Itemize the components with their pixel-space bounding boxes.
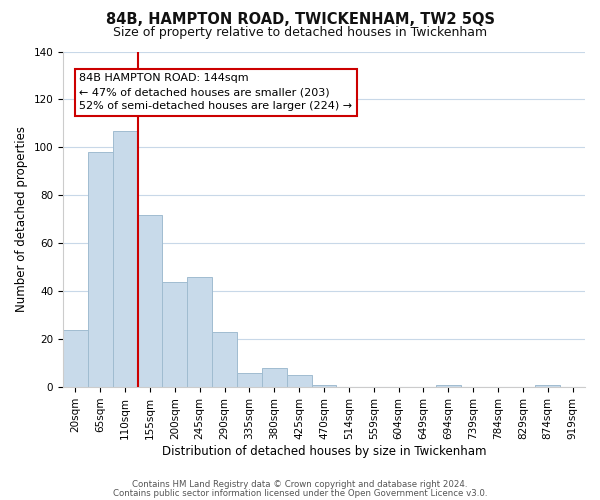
Bar — [262, 368, 287, 387]
Bar — [311, 384, 337, 387]
Text: 84B HAMPTON ROAD: 144sqm
← 47% of detached houses are smaller (203)
52% of semi-: 84B HAMPTON ROAD: 144sqm ← 47% of detach… — [79, 73, 352, 111]
Bar — [137, 214, 163, 387]
Bar — [237, 372, 262, 387]
Text: Contains public sector information licensed under the Open Government Licence v3: Contains public sector information licen… — [113, 488, 487, 498]
Text: 84B, HAMPTON ROAD, TWICKENHAM, TW2 5QS: 84B, HAMPTON ROAD, TWICKENHAM, TW2 5QS — [106, 12, 494, 28]
Text: Size of property relative to detached houses in Twickenham: Size of property relative to detached ho… — [113, 26, 487, 39]
Bar — [187, 277, 212, 387]
Y-axis label: Number of detached properties: Number of detached properties — [15, 126, 28, 312]
X-axis label: Distribution of detached houses by size in Twickenham: Distribution of detached houses by size … — [162, 444, 486, 458]
Bar — [113, 130, 137, 387]
Bar — [287, 375, 311, 387]
Bar — [88, 152, 113, 387]
Bar — [212, 332, 237, 387]
Bar — [535, 384, 560, 387]
Bar — [436, 384, 461, 387]
Text: Contains HM Land Registry data © Crown copyright and database right 2024.: Contains HM Land Registry data © Crown c… — [132, 480, 468, 489]
Bar — [63, 330, 88, 387]
Bar — [163, 282, 187, 387]
